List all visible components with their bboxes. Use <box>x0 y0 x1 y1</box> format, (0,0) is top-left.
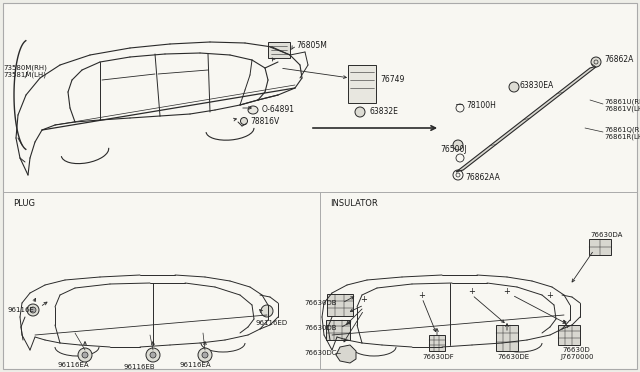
Circle shape <box>198 348 212 362</box>
Text: 76500J: 76500J <box>440 145 467 154</box>
Text: 76861U(RH): 76861U(RH) <box>604 99 640 105</box>
Text: +: + <box>468 288 476 296</box>
Bar <box>558 325 580 345</box>
Text: 76630DB: 76630DB <box>304 325 337 331</box>
Circle shape <box>202 352 208 358</box>
Circle shape <box>150 352 156 358</box>
Polygon shape <box>456 66 597 172</box>
Text: 96116ED: 96116ED <box>255 320 287 326</box>
Text: 76630DE: 76630DE <box>497 354 529 360</box>
Text: 76861V(LH): 76861V(LH) <box>604 106 640 112</box>
Bar <box>496 325 518 351</box>
Text: INSULATOR: INSULATOR <box>330 199 378 208</box>
Text: 78100H: 78100H <box>466 102 496 110</box>
Text: 96116EA: 96116EA <box>180 362 212 368</box>
Text: 73581M(LH): 73581M(LH) <box>3 72 46 78</box>
Text: 76805M: 76805M <box>296 41 327 49</box>
Circle shape <box>78 348 92 362</box>
Text: +: + <box>504 288 511 296</box>
Text: 76861Q(RH): 76861Q(RH) <box>604 127 640 133</box>
Bar <box>327 294 353 316</box>
Text: 73580M(RH): 73580M(RH) <box>3 65 47 71</box>
Circle shape <box>146 348 160 362</box>
Text: 76630DF: 76630DF <box>422 354 454 360</box>
Text: O-64891: O-64891 <box>262 106 295 115</box>
Text: 63830EA: 63830EA <box>520 80 554 90</box>
Text: J7670000: J7670000 <box>560 354 593 360</box>
Bar <box>326 320 350 340</box>
Text: +: + <box>419 291 426 299</box>
Circle shape <box>27 304 39 316</box>
Text: 76862A: 76862A <box>604 55 634 64</box>
Text: 76630D: 76630D <box>562 347 589 353</box>
Circle shape <box>261 305 273 317</box>
Text: 76861R(LH): 76861R(LH) <box>604 134 640 140</box>
Text: 76630DC: 76630DC <box>304 350 337 356</box>
Bar <box>268 42 290 58</box>
Text: PLUG: PLUG <box>13 199 35 208</box>
Bar <box>429 335 445 351</box>
Text: 76630DB: 76630DB <box>304 300 337 306</box>
Text: +: + <box>360 295 367 305</box>
Text: 96116EA: 96116EA <box>57 362 88 368</box>
Text: 76749: 76749 <box>380 76 404 84</box>
Bar <box>589 239 611 255</box>
Text: 78816V: 78816V <box>250 118 279 126</box>
Ellipse shape <box>248 106 258 114</box>
Bar <box>348 65 376 103</box>
Polygon shape <box>336 345 356 363</box>
Text: 63832E: 63832E <box>370 108 399 116</box>
Text: 76630DA: 76630DA <box>590 232 622 238</box>
Circle shape <box>241 118 248 125</box>
Text: 96116EB: 96116EB <box>123 364 155 370</box>
Circle shape <box>30 307 36 313</box>
Circle shape <box>355 107 365 117</box>
Text: +: + <box>547 291 554 299</box>
Text: 76862AA: 76862AA <box>465 173 500 182</box>
Text: 96116E: 96116E <box>7 307 34 313</box>
Circle shape <box>453 140 463 150</box>
Circle shape <box>591 57 601 67</box>
Circle shape <box>509 82 519 92</box>
Circle shape <box>82 352 88 358</box>
